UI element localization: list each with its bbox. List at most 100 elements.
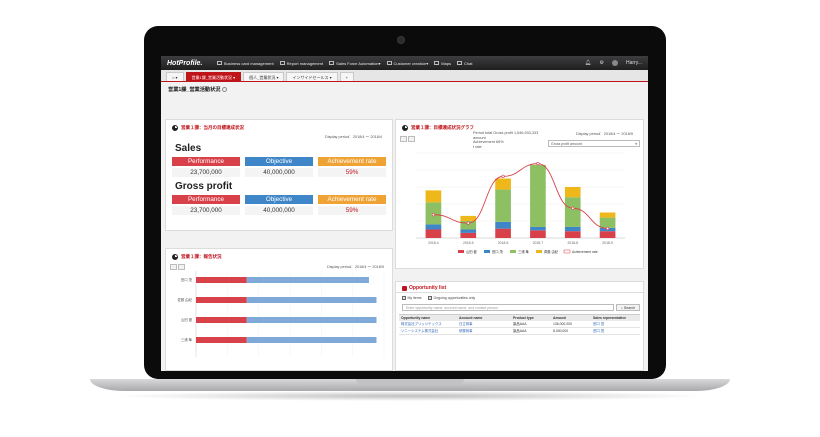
report-bar-red [196, 317, 247, 323]
bar-segment [460, 221, 477, 230]
sales-rep-link[interactable]: 田口 茂 [593, 322, 605, 326]
nav-business-card[interactable]: Business card management [217, 61, 274, 66]
tab-inside-sales[interactable]: インサイドセールス ▾ [286, 72, 338, 81]
metric-select[interactable]: Gross profit amount ▾ [548, 140, 640, 147]
bar-segment [460, 232, 477, 238]
achievement-rate-point [536, 162, 540, 166]
nav-report[interactable]: Report management [279, 61, 323, 66]
sales-performance-header: Performance [172, 157, 240, 166]
legend-swatch [484, 250, 490, 253]
legend-swatch [510, 250, 516, 253]
column-header[interactable]: Opportunity name [401, 316, 431, 320]
column-header[interactable]: Product type [513, 316, 534, 320]
bar-segment [495, 221, 511, 229]
bar-segment [564, 197, 581, 227]
tab-personal[interactable]: 個人_営業状況 ▾ [243, 72, 285, 81]
chat-icon [457, 61, 463, 65]
summary-line: amount [473, 135, 486, 140]
report-bar-red [196, 297, 247, 303]
app-logo[interactable]: HotProfile. [167, 59, 203, 67]
account-name-link[interactable]: 伊藤商事 [459, 329, 473, 333]
legend-label: 斉藤 由紀 [544, 249, 559, 254]
kpi-period: Display period：2018/4 ～ 2018/4 [325, 135, 382, 139]
tab-sales-activity[interactable]: 営業1課_営業活動状況 ▾ [185, 72, 242, 81]
bar-segment [495, 228, 511, 238]
table-row[interactable]: 株式会社ブリッジテックス 日立商事 製品AAA 136,000,000 田口 茂 [399, 321, 640, 328]
map-icon [434, 61, 440, 65]
column-header[interactable]: Account name [459, 316, 483, 320]
bar-segment [495, 178, 511, 190]
laptop-notch [356, 379, 464, 384]
search-button[interactable]: ⌕ Search [616, 304, 640, 311]
bar-segment [425, 224, 442, 230]
column-header[interactable]: Amount [553, 316, 566, 320]
nav-sfa[interactable]: Sales Force Automation ▾ [329, 61, 381, 66]
legend-label: Achievement rate [572, 250, 598, 254]
edit-icon[interactable] [222, 87, 228, 93]
product-type: 製品AAA [513, 322, 527, 326]
pie-chart-icon [402, 125, 408, 131]
account-name-link[interactable]: 日立商事 [459, 322, 473, 326]
report-bar-blue [246, 337, 377, 343]
sales-objective-header: Objective [245, 157, 313, 166]
legend-swatch [458, 250, 464, 253]
user-name[interactable]: Harry... [625, 60, 642, 66]
gear-icon[interactable]: ⚙ [599, 60, 604, 66]
gross-performance-header: Performance [172, 195, 240, 204]
column-header[interactable]: Sales representative [593, 316, 626, 320]
bar-segment [564, 231, 581, 238]
summary-line: Achievement 66% [473, 140, 504, 144]
report-bar-red [196, 337, 247, 343]
x-tick-label: 2018-4 [428, 241, 439, 245]
ongoing-only-checkbox[interactable]: ✓ Ongoing opportunities only [428, 296, 476, 300]
gross-objective-value: 40,000,000 [245, 206, 313, 215]
product-type: 製品AAA [513, 329, 527, 333]
bar-segment [460, 229, 477, 233]
pie-chart-icon [172, 254, 178, 260]
kpi-panel: 営業１課：当月の目標達成状況 Display period：2018/4 ～ 2… [165, 119, 393, 231]
avatar[interactable] [611, 60, 618, 66]
x-tick-label: 2018-6 [498, 241, 509, 245]
opportunity-name-link[interactable]: 株式会社ブリッジテックス [401, 322, 442, 326]
sales-rate-header: Achievement rate [318, 157, 386, 166]
row-label: 佐藤 由紀 [177, 297, 192, 302]
bell-icon[interactable]: 🔔︎ [585, 60, 592, 66]
sales-rep-link[interactable]: 田口 茂 [593, 329, 605, 333]
goal-chart-panel: 営業１課：目標達成状況グラフ Display period：2018/4 ～ 2… [395, 119, 644, 269]
x-tick-label: 2018-7 [533, 241, 544, 245]
legend-swatch [536, 250, 542, 253]
checkbox-checked-icon: ✓ [428, 296, 432, 300]
nav-chat[interactable]: Chat [457, 61, 472, 66]
nav-maps[interactable]: Maps [434, 61, 451, 66]
gross-rate-value: 59% [318, 206, 386, 215]
table-view-button[interactable] [400, 136, 407, 142]
report-bar-red [196, 277, 247, 283]
x-tick-label: 2018-8 [567, 241, 578, 245]
summary-line: t rate [473, 144, 482, 149]
opportunity-search-input[interactable]: Enter opportunity name, account name, an… [402, 304, 614, 311]
dashboard-tabs: ⌂ ▾ 営業1課_営業活動状況 ▾ 個人_営業状況 ▾ インサイドセールス ▾ … [161, 70, 648, 82]
my-items-checkbox[interactable]: ✓ My items [402, 296, 422, 300]
achievement-rate-point [466, 221, 470, 225]
legend-label: 田口 茂 [492, 249, 504, 254]
add-tab-button[interactable]: + [339, 72, 354, 81]
gross-rate-header: Achievement rate [318, 195, 386, 204]
gross-performance-value: 23,700,000 [172, 206, 240, 215]
bar-view-button[interactable] [178, 264, 185, 270]
opportunity-name-link[interactable]: ソニーシステム株式会社 [401, 329, 439, 333]
report-bar-blue [246, 317, 377, 323]
report-bar-blue [246, 297, 377, 303]
nav-customer[interactable]: Customer creation ▾ [386, 61, 428, 66]
chart-view-button[interactable] [408, 136, 415, 142]
legend-swatch [563, 249, 571, 254]
card-icon [217, 61, 222, 65]
bar-segment [564, 187, 581, 198]
bar-segment [530, 164, 546, 227]
chart-period: Display period：2018/4 ～ 2018/9 [576, 132, 633, 136]
home-tab[interactable]: ⌂ ▾ [166, 72, 184, 81]
bar-segment [425, 190, 442, 203]
list-view-button[interactable] [170, 264, 177, 270]
table-row[interactable]: ソニーシステム株式会社 伊藤商事 製品AAA 8,000,000 田口 茂 [399, 328, 640, 335]
chart-view-buttons [400, 136, 416, 142]
